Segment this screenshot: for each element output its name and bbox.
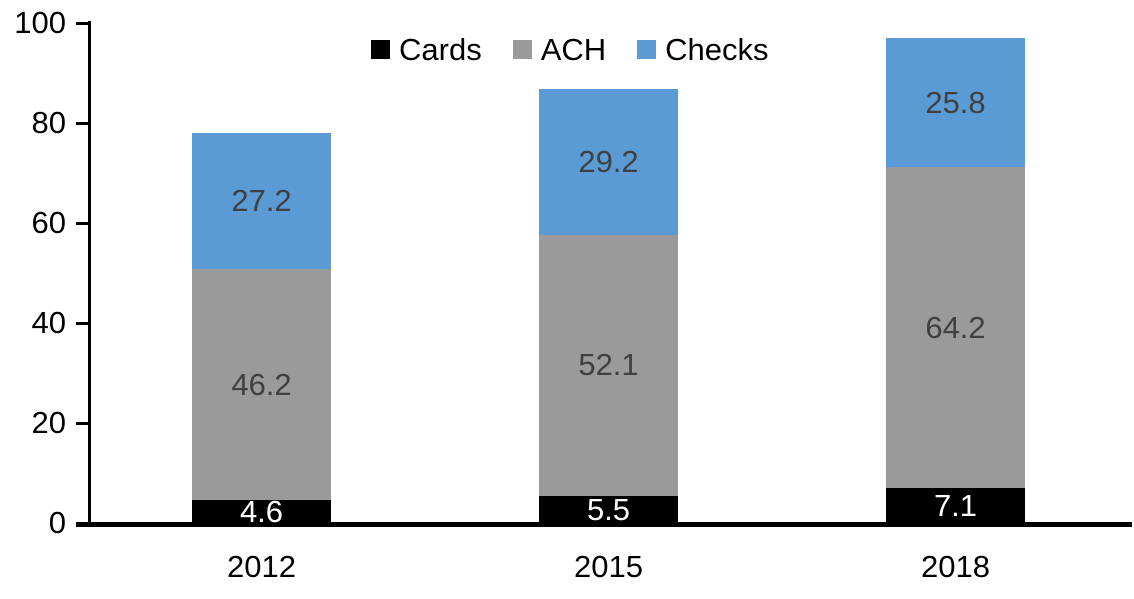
bar-segment-ach-2018: 64.2 bbox=[886, 166, 1025, 488]
legend-label: Cards bbox=[399, 32, 482, 67]
legend-swatch-icon bbox=[371, 40, 390, 59]
x-tick-label-2012: 2012 bbox=[227, 549, 296, 584]
x-axis-line bbox=[76, 522, 1132, 527]
legend-label: ACH bbox=[540, 32, 607, 67]
y-tick-label: 100 bbox=[14, 5, 66, 40]
bar-value-label: 46.2 bbox=[231, 367, 292, 402]
y-tick-label: 80 bbox=[31, 105, 66, 140]
legend-swatch-icon bbox=[637, 40, 657, 59]
y-tick-mark bbox=[76, 122, 88, 125]
x-tick-label-2018: 2018 bbox=[921, 549, 990, 584]
bar-segment-ach-2015: 52.1 bbox=[539, 235, 678, 496]
y-tick-mark bbox=[76, 22, 88, 25]
y-tick-mark bbox=[76, 422, 88, 425]
y-tick-mark bbox=[76, 222, 88, 225]
y-tick-label: 20 bbox=[31, 405, 66, 440]
bar-value-label: 27.2 bbox=[231, 183, 292, 218]
bar-value-label: 64.2 bbox=[925, 309, 986, 345]
legend-item-checks: Checks bbox=[637, 32, 769, 67]
chart-legend: Cards ACH Checks bbox=[371, 34, 769, 65]
legend-item-ach: ACH bbox=[512, 32, 607, 67]
bar-segment-ach-2012: 46.2 bbox=[192, 269, 331, 500]
y-tick-label: 0 bbox=[48, 505, 66, 540]
bar-segment-cards-2012: 4.6 bbox=[192, 494, 331, 529]
legend-label: Checks bbox=[665, 32, 769, 67]
bar-value-label: 52.1 bbox=[578, 347, 639, 382]
bar-segment-checks-2012: 27.2 bbox=[192, 133, 331, 269]
y-axis-line bbox=[88, 21, 91, 527]
bar-value-label: 25.8 bbox=[925, 84, 986, 120]
y-tick-label: 60 bbox=[31, 205, 66, 240]
x-tick-label-2015: 2015 bbox=[574, 549, 643, 584]
bar-segment-checks-2018: 25.8 bbox=[886, 37, 1025, 167]
bar-value-label: 5.5 bbox=[586, 491, 631, 527]
bar-segment-checks-2015: 29.2 bbox=[539, 89, 678, 235]
legend-swatch-icon bbox=[512, 40, 532, 59]
bar-segment-cards-2015: 5.5 bbox=[539, 491, 678, 527]
y-tick-label: 40 bbox=[31, 305, 66, 340]
bar-value-label: 7.1 bbox=[933, 487, 978, 523]
legend-item-cards: Cards bbox=[371, 34, 482, 65]
bar-segment-cards-2018: 7.1 bbox=[886, 487, 1025, 523]
bar-value-label: 4.6 bbox=[239, 494, 284, 529]
y-tick-mark bbox=[76, 322, 88, 325]
bar-value-label: 29.2 bbox=[578, 144, 639, 179]
